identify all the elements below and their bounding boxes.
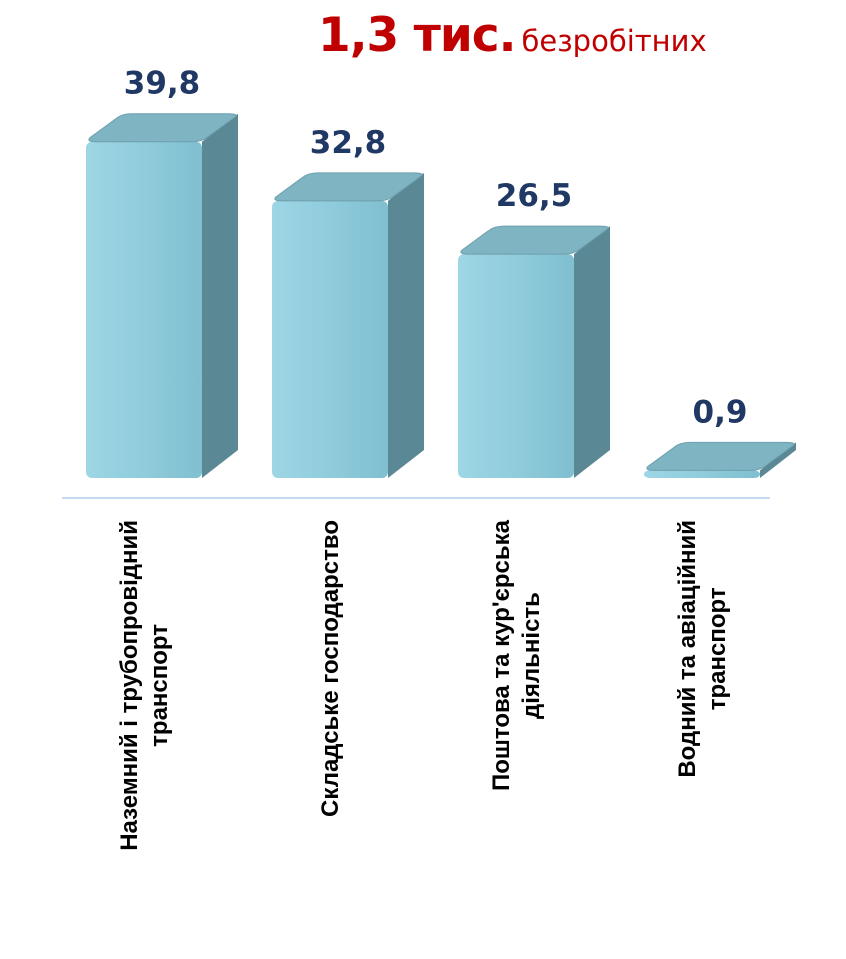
category-label-line: транспорт [704, 587, 731, 710]
bar-side-face [574, 226, 610, 478]
bar-side-face [202, 113, 238, 478]
category-label-3: Поштова та кур'єрська діяльність [488, 519, 545, 791]
value-label-1: 39,8 [124, 66, 201, 102]
bar-front-face [86, 141, 202, 478]
bar-1 [86, 113, 238, 478]
category-label-4: Водний та авіаційний транспорт [674, 520, 731, 778]
bar-side-face [388, 172, 424, 478]
bar-top-face [274, 172, 423, 202]
unemployed-count: 1,3 тис. [318, 8, 517, 63]
bar-top-face [460, 225, 609, 255]
category-label-line: Наземний і трубопровідний [116, 520, 143, 851]
bar-top-face [646, 441, 795, 471]
bar-side-face [760, 442, 796, 478]
unemployed-unit: безробітних [521, 24, 707, 58]
bar-top-face [88, 113, 237, 143]
chart-headline: 1,3 тис. безробітних [318, 8, 838, 63]
bar-front-face [272, 200, 388, 478]
category-label-line: Складське господарство [317, 520, 344, 817]
category-label-2: Складське господарство [317, 520, 344, 817]
category-label-line: Поштова та кур'єрська [488, 519, 515, 791]
bar-4 [644, 441, 796, 478]
category-label-line: транспорт [146, 624, 173, 747]
category-label-1: Наземний і трубопровідний транспорт [116, 520, 173, 851]
category-label-line: Водний та авіаційний [674, 520, 701, 778]
value-label-3: 26,5 [496, 178, 573, 214]
bar-2 [272, 172, 424, 478]
bar-front-face [458, 254, 574, 478]
bar-front-face [644, 470, 760, 478]
value-label-2: 32,8 [310, 125, 387, 161]
category-label-line: діяльність [518, 592, 545, 719]
value-label-4: 0,9 [693, 394, 748, 430]
bar-3 [458, 225, 610, 478]
